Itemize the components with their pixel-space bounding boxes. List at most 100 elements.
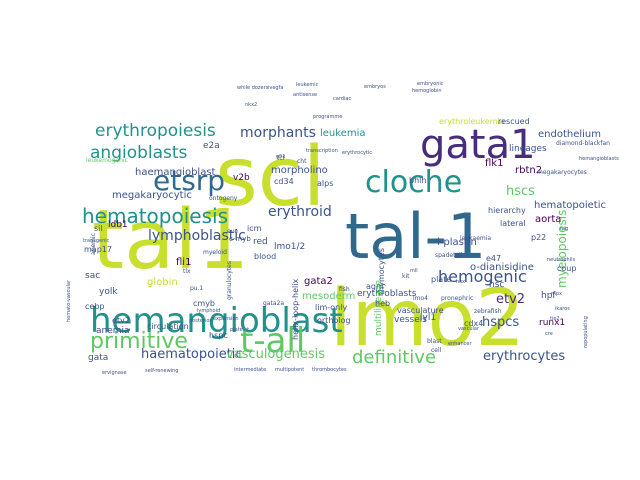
word-transcription: transcription (306, 148, 338, 154)
word-angioblasts: angioblasts (90, 143, 188, 163)
word-lymphoblastic: lymphoblastic (148, 228, 246, 244)
word-pronephric: pronephric (441, 295, 473, 302)
word-vasculature: vasculature (397, 306, 444, 315)
word-vessels: vessels (394, 315, 427, 325)
word-lateral: lateral (500, 219, 526, 228)
word-t-all: t-all (240, 321, 305, 361)
word-posterior: posterior (189, 318, 212, 324)
word-zebrafish: zebrafish (474, 308, 502, 315)
word-rag: rag (560, 226, 568, 232)
word-hemogenic: hemogenic (438, 267, 527, 286)
word-hemangioblast: hemangioblast (90, 301, 343, 341)
word-heb: heb (375, 299, 390, 308)
word-leukemia: leukemia (320, 128, 366, 139)
word-aorta: aorta (535, 214, 561, 225)
word-lmo1-2: lmo1/2 (274, 242, 305, 252)
word-vascular: vascular (458, 326, 480, 332)
word-hematopoietic: hematopoietic (534, 200, 606, 211)
word-self-renewing: self-renewing (145, 368, 178, 374)
word-erythrocytes: erythrocytes (483, 349, 565, 364)
word-enhancer: enhancer (448, 341, 472, 347)
word-leukemic: leukemic (296, 82, 319, 88)
word-primitive: primitive (90, 329, 188, 354)
word-scl: scl (215, 130, 326, 225)
word-leukemogenic: leukemogenic (86, 157, 128, 164)
word-gfi1: gfi1 (276, 154, 286, 160)
word-expansion: expansion (213, 316, 239, 322)
word-haemangioblast: haemangioblast (135, 167, 216, 178)
word-leukaemia: leukaemia (460, 235, 491, 242)
word-ldb1: ldb1 (108, 220, 128, 230)
word-alps: alps (317, 179, 333, 188)
word-etv2: etv2 (496, 292, 525, 307)
word-lmo2: lmo2 (330, 274, 525, 364)
word-yolk: yolk (99, 287, 118, 297)
word-l-plastin: l-plastin (437, 237, 477, 248)
word-cebp: cebp (85, 302, 104, 311)
word-megakaryocytes: megakaryocytes (537, 169, 587, 176)
word-ikaros: ikaros (555, 306, 570, 312)
word-hsc: hsc (489, 280, 504, 290)
word-tie2: tie2 (550, 316, 560, 322)
word-hpf: hpf (541, 291, 556, 301)
word-sac: sac (85, 271, 100, 281)
word-hierarchy: hierarchy (488, 206, 526, 215)
word-erythropoiesis: erythropoiesis (95, 121, 216, 141)
word-blast: blast (427, 338, 442, 345)
word-hspcs: hspcs (482, 315, 519, 330)
word-gata2: gata2 (304, 276, 333, 287)
word-hox: hox (456, 279, 465, 285)
word-tlx: tlx (183, 268, 191, 275)
word-endothelium: endothelium (538, 129, 601, 140)
word-cd34: cd34 (274, 177, 294, 186)
word-p22: p22 (531, 233, 546, 242)
word-sil: sil (94, 224, 103, 233)
word-neutrophils: neutrophils (547, 257, 576, 263)
word-mpx: mpx (551, 291, 562, 297)
word-blood: blood (254, 252, 276, 261)
word-intermediate: intermediate (234, 367, 266, 373)
word-hemangioblasts: hemangioblasts (579, 156, 619, 162)
word-platelet: platelet (230, 327, 249, 333)
word-myeloid: myeloid (203, 249, 227, 256)
word-c-myb: c-myb (229, 235, 251, 243)
word-repopulating: repopulating (583, 316, 589, 348)
word-fish: fish (339, 286, 350, 293)
word-granulocytes: granulocytes (226, 261, 233, 300)
word-ervignase: ervignase (102, 370, 127, 376)
word-embryonic: embryonic (417, 81, 444, 87)
word-erythroleukemia: erythroleukemia (439, 117, 505, 126)
word-kit: kit (402, 273, 410, 280)
word-gata2a: gata2a (263, 300, 284, 307)
word-red: red (253, 237, 268, 247)
word-definitive: definitive (352, 347, 436, 368)
word-hspc: hspc (209, 331, 228, 340)
word-morphants: morphants (240, 125, 316, 141)
word-pu-1: pu.1 (190, 285, 204, 292)
word-cardiac: cardiac (333, 96, 351, 102)
word-vasculogenesis: vasculogenesis (226, 347, 325, 362)
word-globin: globin (147, 277, 178, 288)
word-thymocytes: thymocytes (377, 248, 386, 295)
word-cloche: cloche (365, 165, 462, 200)
word-multilineage: multilineage (374, 280, 384, 336)
word-cht: cht (297, 158, 307, 165)
word-coup: coup (557, 264, 576, 273)
word-spadetail: spadetail (435, 252, 463, 259)
word-etv2: etv2 (112, 316, 130, 325)
word-hemoglobin: hemoglobin (412, 88, 442, 94)
word-e2a: e2a (203, 141, 220, 151)
word-mll: mll (410, 268, 418, 274)
word-gata: gata (88, 353, 108, 363)
word-ontogeny: ontogeny (209, 195, 238, 202)
word-lyl1: lyl1 (420, 313, 436, 323)
word-while-dozers: while dozers (237, 85, 269, 91)
word-embryos: embryos (364, 84, 386, 90)
word-programme: programme (313, 114, 342, 120)
word-myelopoiesis: myelopoiesis (555, 210, 569, 288)
word-lim-only: lim-only (315, 303, 347, 312)
word-flk1: flk1 (485, 158, 503, 169)
word-ortholog: ortholog (317, 316, 350, 325)
word-multipotent: multipotent (275, 367, 304, 373)
